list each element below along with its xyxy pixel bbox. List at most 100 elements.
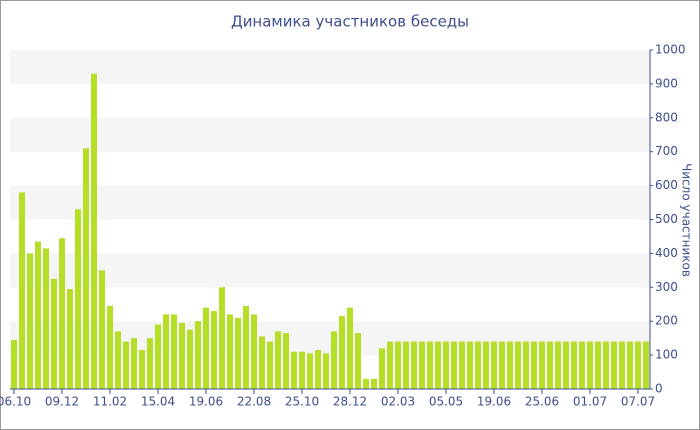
bar (91, 73, 97, 389)
bar (635, 341, 641, 389)
bar (19, 192, 25, 389)
bar (27, 253, 33, 389)
bar (203, 307, 209, 389)
bar (131, 338, 137, 389)
x-tick-label: 25.06 (525, 395, 559, 409)
bar (587, 341, 593, 389)
bar (315, 350, 321, 389)
y-tick-label: 900 (655, 76, 678, 90)
grid-band (10, 50, 650, 84)
bar (643, 341, 649, 389)
bar (115, 331, 121, 389)
bar (371, 378, 377, 389)
bar (611, 341, 617, 389)
x-tick-label: 25.10 (285, 395, 319, 409)
x-tick-label: 19.06 (189, 395, 223, 409)
grid-band (10, 117, 650, 152)
bar (67, 288, 73, 389)
bar (475, 341, 481, 389)
bar (627, 341, 633, 389)
bar (531, 341, 537, 389)
chart-title: Динамика участников беседы (231, 13, 469, 31)
x-tick-label: 11.02 (93, 395, 127, 409)
y-tick-label: 100 (655, 348, 678, 362)
bar (99, 270, 105, 389)
bar (307, 353, 313, 389)
bar (411, 341, 417, 389)
bar (323, 353, 329, 389)
bar (603, 341, 609, 389)
bar (331, 331, 337, 389)
y-tick-label: 400 (655, 246, 678, 260)
bar (107, 305, 113, 389)
bar (547, 341, 553, 389)
bar (243, 305, 249, 389)
bar (443, 341, 449, 389)
bar (219, 287, 225, 389)
y-tick-label: 0 (655, 382, 663, 396)
x-tick-label: 01.07 (573, 395, 607, 409)
bar (195, 321, 201, 389)
bar (571, 341, 577, 389)
y-tick-label: 800 (655, 110, 678, 124)
bar (147, 338, 153, 389)
bar (187, 329, 193, 389)
x-tick-label: 02.03 (381, 395, 415, 409)
bar (619, 341, 625, 389)
bar (499, 341, 505, 389)
bar (51, 278, 57, 389)
bar (75, 209, 81, 389)
bar (427, 341, 433, 389)
bar (59, 238, 65, 389)
x-tick-label: 28.12 (333, 395, 367, 409)
x-tick-label: 09.12 (45, 395, 79, 409)
bar (123, 341, 129, 389)
bar (139, 350, 145, 389)
x-tick-label: 15.04 (141, 395, 175, 409)
x-tick-label: 19.06 (477, 395, 511, 409)
bar (155, 324, 161, 389)
bar (83, 148, 89, 389)
bar (467, 341, 473, 389)
bar (387, 341, 393, 389)
bar (363, 378, 369, 389)
bar (515, 341, 521, 389)
bar (163, 314, 169, 389)
x-tick-label: 06.10 (0, 395, 31, 409)
bar (523, 341, 529, 389)
bar (595, 341, 601, 389)
bar (451, 341, 457, 389)
bar (491, 341, 497, 389)
bar (579, 341, 585, 389)
bar (43, 248, 49, 389)
bar (227, 314, 233, 389)
bar (355, 333, 361, 389)
y-tick-label: 500 (655, 212, 678, 226)
x-tick-label: 22.08 (237, 395, 271, 409)
bar (379, 348, 385, 389)
bar (539, 341, 545, 389)
y-tick-label: 300 (655, 280, 678, 294)
bar (267, 341, 273, 389)
x-tick-label: 05.05 (429, 395, 463, 409)
bar (507, 341, 513, 389)
y-tick-label: 200 (655, 314, 678, 328)
bar (483, 341, 489, 389)
bar (555, 341, 561, 389)
bar (339, 316, 345, 389)
bar (179, 322, 185, 389)
bar (251, 314, 257, 389)
grid-band (10, 321, 650, 356)
y-tick-label: 600 (655, 178, 678, 192)
y-tick-label: 1000 (655, 43, 686, 57)
y-axis-title: Число участников (680, 163, 694, 277)
bar (403, 341, 409, 389)
bar (459, 341, 465, 389)
y-tick-label: 700 (655, 144, 678, 158)
bar (435, 341, 441, 389)
bar (211, 311, 217, 389)
bar (171, 314, 177, 389)
bar (563, 341, 569, 389)
grid-band (10, 253, 650, 288)
